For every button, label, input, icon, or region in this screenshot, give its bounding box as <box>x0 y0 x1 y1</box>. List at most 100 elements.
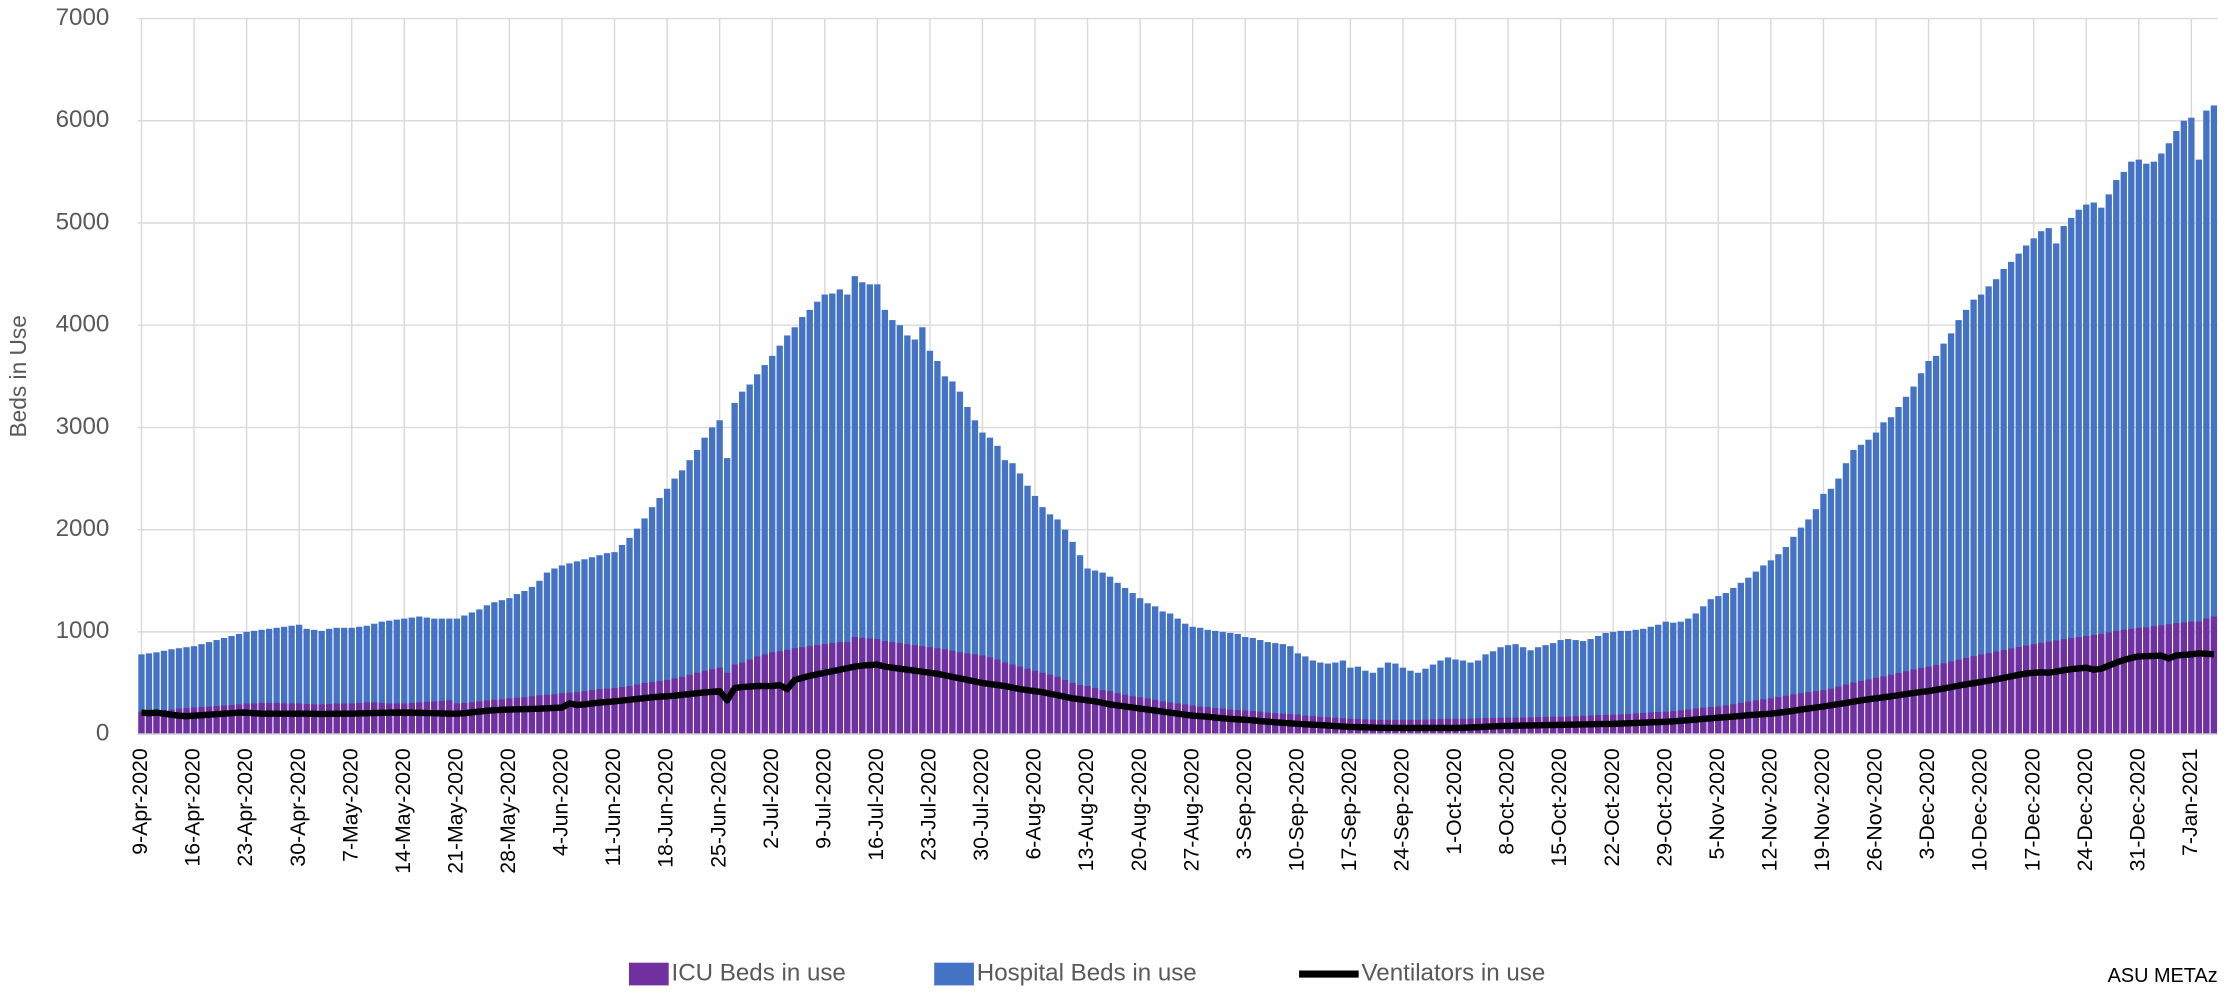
bar <box>1272 643 1279 735</box>
bar <box>2113 630 2120 735</box>
bar <box>145 653 153 735</box>
bar <box>2023 645 2030 735</box>
bar <box>1031 670 1039 735</box>
bar <box>1099 690 1106 735</box>
bar <box>1369 672 1377 735</box>
bar <box>160 650 168 735</box>
bar <box>994 445 1001 735</box>
x-tick-label: 8-Oct-2020 <box>1495 748 1519 854</box>
bar <box>1204 707 1211 735</box>
bar <box>964 653 971 735</box>
bar <box>761 365 768 735</box>
bar <box>1805 692 1812 735</box>
bar <box>1489 651 1497 735</box>
bar <box>603 688 611 735</box>
bar <box>1497 647 1504 735</box>
x-tick-label: 27-Aug-2020 <box>1179 748 1203 871</box>
bar <box>250 703 258 735</box>
bar <box>168 649 175 735</box>
bar <box>408 702 415 735</box>
bar <box>1354 666 1362 735</box>
bar <box>1294 653 1301 735</box>
bar <box>2180 120 2188 735</box>
x-tick-label: 16-Jul-2020 <box>864 748 888 860</box>
bar <box>791 327 798 735</box>
bar <box>2068 217 2075 735</box>
x-tick-label: 4-Jun-2020 <box>549 748 573 856</box>
bar <box>1264 642 1271 735</box>
bar <box>1174 703 1181 735</box>
bar <box>1076 685 1084 735</box>
bar <box>1249 638 1256 735</box>
bar <box>1564 639 1572 735</box>
bar <box>2023 245 2030 735</box>
bar <box>844 642 851 735</box>
bar <box>326 703 333 735</box>
bar <box>1820 690 1827 735</box>
bar <box>1309 660 1316 735</box>
bar <box>386 620 393 735</box>
bar <box>1227 632 1234 735</box>
bar <box>175 708 183 735</box>
bar <box>2038 642 2045 735</box>
bar <box>333 627 340 735</box>
bar <box>2075 209 2082 735</box>
bar <box>588 690 596 735</box>
bar <box>739 662 746 735</box>
bar <box>971 420 979 735</box>
bar <box>1121 694 1129 735</box>
bar <box>581 691 588 735</box>
bar <box>1242 636 1249 735</box>
bar <box>1895 672 1902 735</box>
x-tick-label: 7-May-2020 <box>338 748 362 862</box>
bar <box>1947 661 1955 735</box>
bar <box>776 651 783 735</box>
bar <box>258 629 265 735</box>
bar <box>1685 618 1692 735</box>
bar <box>911 645 919 735</box>
bar <box>633 528 641 735</box>
bar <box>348 627 355 735</box>
bar <box>926 647 934 735</box>
bar <box>1917 373 1925 735</box>
bar <box>220 638 228 735</box>
bar <box>2015 647 2022 735</box>
y-tick-label: 7000 <box>56 4 110 31</box>
bar <box>1917 667 1925 735</box>
bar <box>2165 143 2172 735</box>
bar <box>468 702 476 735</box>
bar <box>1692 613 1699 735</box>
bar <box>1880 422 1887 735</box>
bar <box>153 652 160 735</box>
bar <box>536 580 543 735</box>
x-tick-label: 26-Nov-2020 <box>1863 748 1887 871</box>
bar <box>956 391 964 735</box>
y-tick-label: 1000 <box>56 617 110 644</box>
bar <box>1812 509 1820 735</box>
bar <box>1001 662 1009 735</box>
bar <box>1617 630 1624 735</box>
bar <box>881 641 888 735</box>
bar <box>708 427 716 735</box>
bar <box>1437 660 1444 735</box>
bar <box>1069 541 1076 735</box>
bar <box>1257 640 1264 735</box>
bar <box>2098 207 2105 735</box>
bar <box>754 656 761 735</box>
bar <box>2083 635 2090 735</box>
x-tick-label: 9-Apr-2020 <box>128 748 152 854</box>
bar <box>1534 647 1542 735</box>
bar <box>618 544 626 735</box>
bar <box>1474 660 1482 735</box>
bar <box>1399 667 1407 735</box>
bar <box>1812 691 1820 735</box>
bar <box>2038 231 2045 735</box>
bar <box>401 618 408 735</box>
bar <box>926 350 934 735</box>
bar <box>483 700 491 735</box>
bar <box>1985 286 1992 735</box>
bar <box>1542 645 1549 735</box>
bar <box>446 700 453 735</box>
bar <box>356 702 363 735</box>
legend-swatch <box>934 962 974 986</box>
